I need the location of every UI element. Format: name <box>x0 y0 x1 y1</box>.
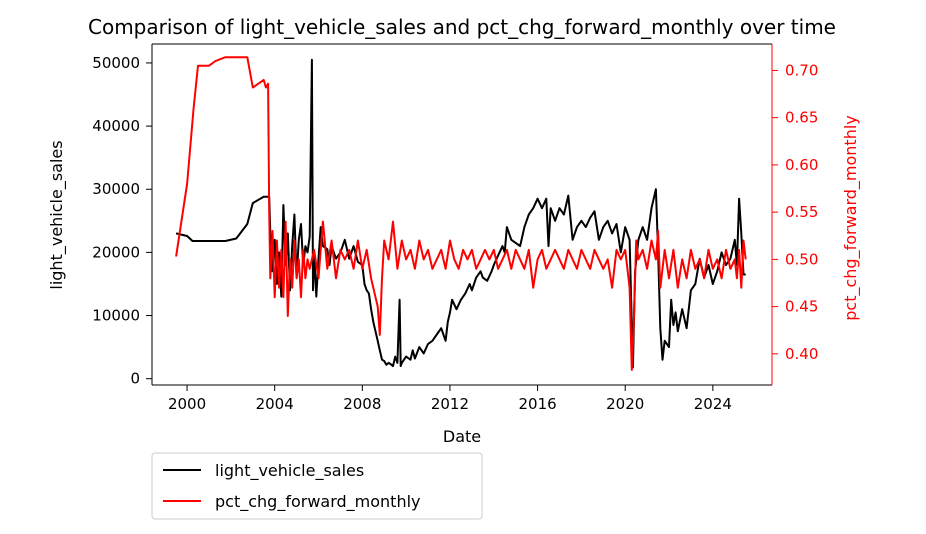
x-tick-label: 2024 <box>694 395 732 413</box>
y-tick-label: 20000 <box>92 243 140 261</box>
x-tick-label: 2020 <box>606 395 644 413</box>
x-tick-label: 2008 <box>343 395 381 413</box>
plot-lines <box>175 56 747 371</box>
axes-frame <box>151 43 773 386</box>
x-tick-label: 2016 <box>518 395 556 413</box>
series-line-light-vehicle-sales <box>175 58 746 369</box>
plot-frame <box>152 44 772 385</box>
series-line-pct-chg-forward-monthly <box>175 56 747 371</box>
legend-label-light-vehicle-sales: light_vehicle_sales <box>215 461 364 481</box>
y2-tick-label: 0.55 <box>785 203 818 221</box>
y-tick-label: 0 <box>130 370 140 388</box>
x-tick-label: 2000 <box>168 395 206 413</box>
y2-axis-label: pct_chg_forward_monthly <box>841 115 861 321</box>
x-tick-label: 2004 <box>256 395 294 413</box>
y-tick-label: 50000 <box>92 54 140 72</box>
y-tick-label: 30000 <box>92 180 140 198</box>
y2-tick-label: 0.50 <box>785 250 818 268</box>
y-ticks: 0 10000 20000 30000 40000 50000 <box>92 54 152 388</box>
y-axis-label: light_vehicle_sales <box>47 140 67 289</box>
legend: light_vehicle_sales pct_chg_forward_mont… <box>151 452 483 520</box>
y2-tick-label: 0.40 <box>785 345 818 363</box>
y2-tick-label: 0.70 <box>785 61 818 79</box>
y-tick-label: 40000 <box>92 117 140 135</box>
y2-tick-label: 0.60 <box>785 156 818 174</box>
y2-ticks: 0.40 0.45 0.50 0.55 0.60 0.65 0.70 <box>772 61 818 363</box>
legend-label-pct-chg-forward-monthly: pct_chg_forward_monthly <box>215 492 421 512</box>
x-axis-label: Date <box>443 427 481 446</box>
y-tick-label: 10000 <box>92 307 140 325</box>
x-ticks: 2000 2004 2008 2012 2016 2020 2024 <box>168 385 732 413</box>
chart-title: Comparison of light_vehicle_sales and pc… <box>88 15 836 39</box>
legend-box <box>151 452 483 520</box>
y2-tick-label: 0.45 <box>785 298 818 316</box>
y2-tick-label: 0.65 <box>785 109 818 127</box>
x-tick-label: 2012 <box>431 395 469 413</box>
